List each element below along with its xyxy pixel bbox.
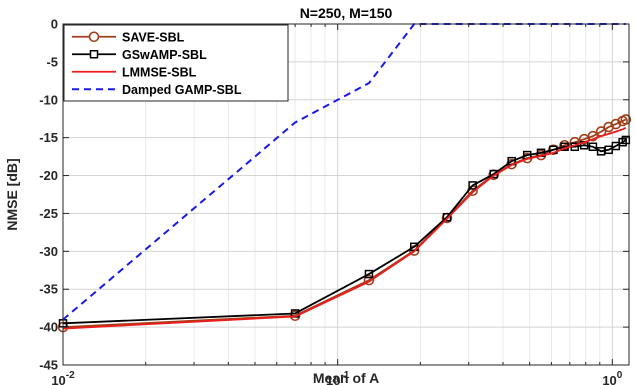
legend: SAVE-SBL GSwAMP-SBL LMMSE-SBL Damped GAMP-S…: [63, 24, 289, 102]
data-point-gswamp-sbl: [468, 181, 477, 190]
legend-item-damped-gamp-sbl: Damped GAMP-SBL: [72, 83, 242, 97]
data-point-gswamp-sbl: [588, 142, 598, 152]
series-gswamp-sbl: [58, 135, 631, 328]
series-line-lmmse-sbl: [62, 127, 627, 330]
y-tick-label: -5: [46, 54, 58, 69]
y-tick-label: -35: [39, 282, 58, 297]
legend-label: LMMSE-SBL: [122, 65, 197, 79]
legend-label: SAVE-SBL: [122, 30, 185, 44]
y-tick-label: -20: [39, 168, 58, 183]
legend-item-lmmse-sbl: LMMSE-SBL: [72, 65, 197, 79]
x-tick-label: 10-1: [326, 370, 350, 385]
data-point-gswamp-sbl: [442, 212, 452, 222]
y-tick-label: -45: [39, 358, 58, 373]
x-tick-label: 100: [602, 370, 622, 385]
data-point-save-sbl: [620, 114, 632, 125]
data-point-save-sbl: [548, 144, 559, 156]
plot-frame: [62, 23, 630, 366]
data-point-save-sbl: [289, 310, 301, 322]
legend-label: GSwAMP-SBL: [122, 48, 207, 62]
legend-label: Damped GAMP-SBL: [122, 83, 242, 97]
data-point-save-sbl: [610, 118, 622, 130]
y-tick-label: 0: [51, 17, 58, 32]
y-tick-label: -40: [39, 320, 58, 335]
y-tick-label: -10: [39, 92, 58, 107]
ticks: 10-2 10-1 100 0 -5 -10 -15 -20 -25 -30 -35 -40 -45: [39, 17, 629, 385]
y-tick-label: -30: [39, 244, 58, 259]
data-point-save-sbl: [587, 130, 599, 142]
data-point-save-sbl: [363, 274, 375, 286]
chart-title: N=250, M=150: [300, 5, 393, 21]
legend-marker: [89, 50, 99, 59]
series-save-sbl: [57, 114, 632, 333]
y-tick-label: -25: [39, 206, 58, 221]
data-point-gswamp-sbl: [364, 269, 374, 279]
x-axis-label: Mean of A: [313, 370, 379, 385]
legend-item-gswamp-sbl: GSwAMP-SBL: [72, 48, 207, 62]
y-tick-label: -15: [39, 130, 58, 145]
series-line-gswamp-sbl: [62, 139, 627, 325]
series-lmmse-sbl: [62, 127, 627, 330]
legend-item-save-sbl: SAVE-SBL: [72, 30, 185, 44]
legend-marker: [88, 31, 100, 43]
y-axis-label: NMSE [dB]: [4, 158, 20, 230]
x-tick-label: 10-2: [51, 370, 75, 385]
